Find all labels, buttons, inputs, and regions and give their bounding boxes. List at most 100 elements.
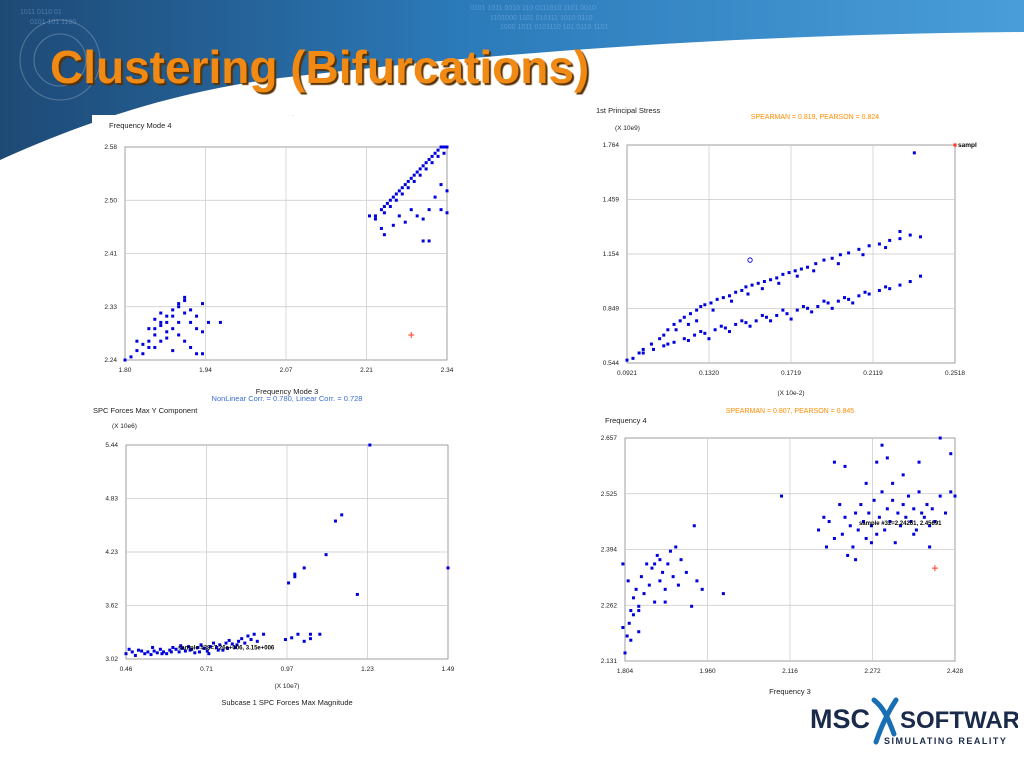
data-point: [641, 351, 645, 355]
data-point: [649, 342, 653, 346]
data-point: [851, 545, 855, 549]
data-point: [730, 299, 734, 303]
data-point: [810, 310, 814, 314]
data-point: [418, 173, 422, 177]
data-point: [756, 281, 760, 285]
y-tick-label: 1.764: [603, 142, 620, 149]
data-point: [634, 587, 638, 591]
data-point: [169, 650, 173, 654]
data-point: [869, 541, 873, 545]
data-point: [838, 253, 842, 257]
data-point: [153, 345, 157, 349]
data-point: [439, 183, 443, 187]
data-point: [406, 179, 410, 183]
chart-panel-frequency-3-4: 1.804 1.960 2.116 2.272 2.428 2.131 2.262 2.394…: [590, 405, 970, 700]
data-point: [912, 151, 916, 155]
data-point: [302, 566, 306, 570]
data-point: [206, 320, 210, 324]
data-point: [189, 308, 193, 312]
data-point: [854, 511, 858, 515]
data-point: [857, 294, 861, 298]
data-point: [666, 342, 670, 346]
data-point: [243, 641, 247, 645]
data-point: [727, 330, 731, 334]
data-point: [679, 558, 683, 562]
data-point: [445, 211, 449, 215]
data-point: [908, 280, 912, 284]
data-point: [877, 288, 881, 292]
data-point: [780, 494, 784, 498]
svg-text:0101 101 1100: 0101 101 1100: [30, 19, 76, 26]
data-point: [642, 592, 646, 596]
data-point: [857, 247, 861, 251]
data-point: [141, 342, 145, 346]
data-point: [949, 452, 953, 456]
data-point: [162, 650, 166, 654]
data-point: [928, 524, 932, 528]
data-point: [201, 302, 205, 306]
data-point: [412, 173, 416, 177]
data-point: [379, 226, 383, 230]
data-point: [663, 587, 667, 591]
chart-frequency-mode-3-vs-4: 1.80 1.94 2.07 2.21 2.34 2.24 2.33 2.41 2.50 2.58…: [104, 115, 454, 403]
data-point: [843, 464, 847, 468]
binary-texture: 0101 1011 0010 110 0111010 1101 0010 110…: [20, 5, 608, 31]
data-point: [775, 276, 779, 280]
data-point: [140, 649, 144, 653]
data-point: [430, 161, 434, 165]
data-point: [195, 314, 199, 318]
data-point: [893, 541, 897, 545]
data-point: [433, 151, 437, 155]
data-point: [888, 287, 892, 291]
data-point: [373, 214, 377, 218]
data-point: [189, 320, 193, 324]
data-point: [721, 296, 725, 300]
data-point: [637, 630, 641, 634]
data-point: [196, 646, 200, 650]
data-point: [391, 195, 395, 199]
data-point: [237, 639, 241, 643]
data-point: [806, 265, 810, 269]
data-point: [202, 646, 206, 650]
data-point: [418, 167, 422, 171]
data-point: [851, 301, 855, 305]
data-point: [864, 536, 868, 540]
data-point: [933, 520, 937, 524]
data-point: [143, 652, 147, 656]
data-point: [836, 299, 840, 303]
data-point: [177, 333, 181, 337]
data-point: [212, 641, 216, 645]
plus-marker: [408, 331, 415, 338]
data-point: [906, 494, 910, 498]
data-point: [165, 336, 169, 340]
data-point: [662, 333, 666, 337]
data-point: [684, 570, 688, 574]
data-point: [621, 626, 625, 630]
y-tick-label: 2.41: [104, 251, 117, 258]
data-point: [639, 575, 643, 579]
data-point: [177, 302, 181, 306]
logo-tagline: SIMULATING REALITY: [884, 736, 1007, 746]
data-point: [233, 646, 237, 650]
data-point: [201, 352, 205, 356]
data-point: [666, 562, 670, 566]
data-point: [918, 235, 922, 239]
y-tick-label: 0.849: [603, 306, 620, 313]
data-point: [641, 347, 645, 351]
plus-marker: [931, 565, 938, 572]
data-point: [668, 549, 672, 553]
data-point: [627, 621, 631, 625]
data-point: [385, 201, 389, 205]
y-axis-label: Frequency 4: [605, 416, 647, 425]
data-point: [427, 239, 431, 243]
data-point: [235, 643, 239, 647]
data-point: [246, 634, 250, 638]
data-point: [146, 650, 150, 654]
svg-text:1011 0110 01: 1011 0110 01: [20, 9, 62, 16]
data-point: [898, 283, 902, 287]
data-point: [216, 648, 220, 652]
data-point: [854, 558, 858, 562]
data-point: [822, 299, 826, 303]
x-tick-label: 2.34: [441, 367, 454, 374]
data-point: [949, 490, 953, 494]
